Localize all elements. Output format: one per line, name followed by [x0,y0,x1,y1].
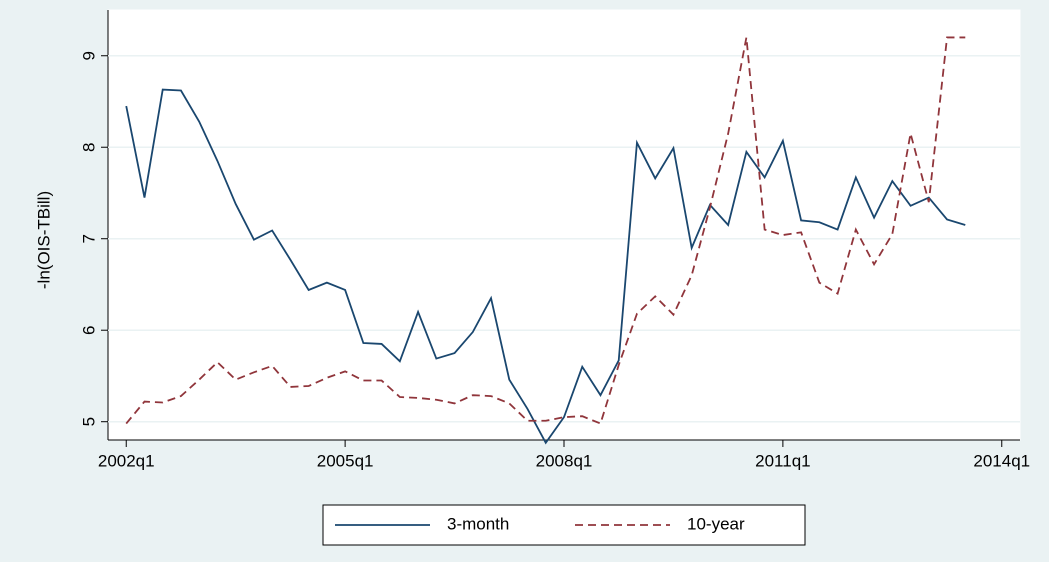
y-tick-label: 9 [79,51,98,60]
x-tick-label: 2011q1 [755,451,810,470]
legend-label: 10-year [687,514,745,533]
series-line [125,36,966,425]
x-tick-label: 2005q1 [317,451,374,470]
legend-label: 3-month [447,514,509,533]
x-tick-label: 2014q1 [973,451,1030,470]
y-axis-label: -ln(OIS-TBill) [34,191,53,289]
plot-area [107,9,1021,441]
x-tick-label: 2008q1 [536,451,593,470]
series-line [125,88,966,445]
y-tick-label: 5 [79,417,98,426]
y-tick-label: 6 [79,325,98,334]
x-tick-label: 2002q1 [98,451,155,470]
y-tick-label: 8 [79,142,98,151]
y-tick-label: 7 [79,234,98,243]
